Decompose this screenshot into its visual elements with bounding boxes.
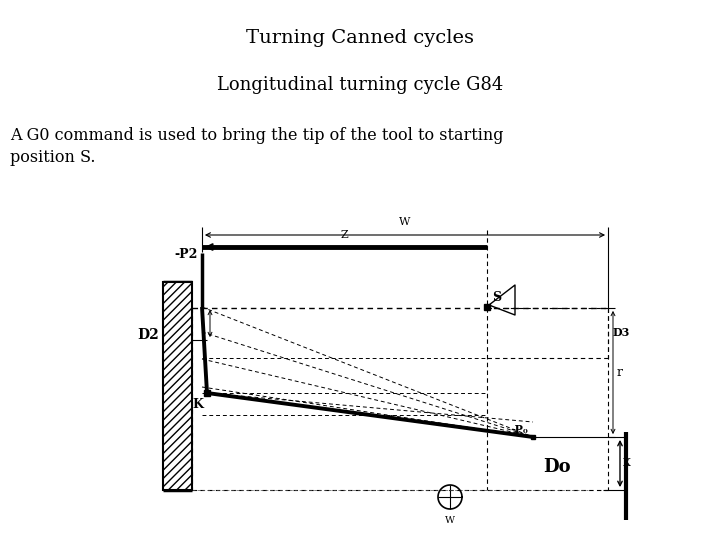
Text: D3: D3 bbox=[613, 327, 631, 339]
Text: X: X bbox=[623, 458, 631, 469]
Text: -P2: -P2 bbox=[175, 248, 198, 261]
Text: D2: D2 bbox=[138, 328, 159, 342]
Text: W: W bbox=[445, 516, 455, 525]
Text: r: r bbox=[617, 366, 623, 379]
Text: -P₀: -P₀ bbox=[510, 424, 528, 435]
Text: W: W bbox=[400, 217, 410, 227]
Text: S: S bbox=[492, 291, 501, 304]
Text: K: K bbox=[192, 398, 203, 411]
Text: Longitudinal turning cycle G84: Longitudinal turning cycle G84 bbox=[217, 76, 503, 94]
Text: Turning Canned cycles: Turning Canned cycles bbox=[246, 29, 474, 47]
Text: Do: Do bbox=[543, 458, 571, 476]
Text: A G0 command is used to bring the tip of the tool to starting: A G0 command is used to bring the tip of… bbox=[10, 126, 503, 144]
Text: position S.: position S. bbox=[10, 150, 96, 166]
FancyBboxPatch shape bbox=[163, 282, 192, 490]
Text: Z: Z bbox=[341, 230, 348, 240]
